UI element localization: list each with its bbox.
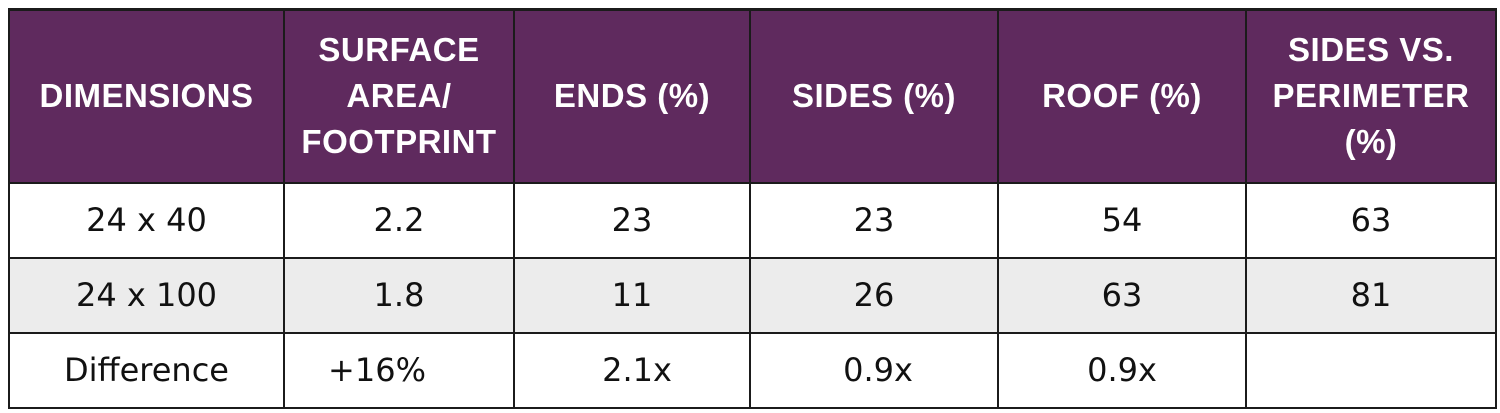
cell-ends: 11 [513, 256, 751, 334]
cell-dimensions: Difference [8, 331, 285, 409]
cell-surface-area: +16% [283, 331, 515, 409]
cell-dimensions: 24 x 40 [8, 181, 285, 259]
cell-ends: 23 [513, 181, 751, 259]
header-line: ROOF (%) [1042, 77, 1202, 115]
header-line: FOOTPRINT [301, 123, 497, 161]
header-line: (%) [1344, 123, 1398, 161]
header-line: SIDES VS. [1288, 31, 1454, 69]
header-line: PERIMETER [1272, 77, 1470, 115]
header-sides: SIDES (%) [749, 8, 999, 184]
cell-dimensions: 24 x 100 [8, 256, 285, 334]
header-dimensions: DIMENSIONS [8, 8, 285, 184]
cell-roof: 54 [997, 181, 1247, 259]
cell-sides-vs-perimeter: 81 [1245, 256, 1497, 334]
cell-roof: 0.9x [997, 331, 1247, 409]
cell-sides-vs-perimeter: 63 [1245, 181, 1497, 259]
cell-surface-area: 2.2 [283, 181, 515, 259]
cell-sides-vs-perimeter [1245, 331, 1497, 409]
header-roof: ROOF (%) [997, 8, 1247, 184]
comparison-table: DIMENSIONS SURFACE AREA/ FOOTPRINT ENDS … [8, 8, 1497, 409]
cell-surface-area: 1.8 [283, 256, 515, 334]
cell-sides: 23 [749, 181, 999, 259]
cell-sides: 0.9x [749, 331, 999, 409]
header-line: DIMENSIONS [39, 77, 254, 115]
table-row-difference: Difference +16% 2.1x 0.9x 0.9x [8, 331, 1497, 409]
table-row: 24 x 40 2.2 23 23 54 63 [8, 181, 1497, 259]
header-line: AREA/ [346, 77, 452, 115]
cell-sides: 26 [749, 256, 999, 334]
header-ends: ENDS (%) [513, 8, 751, 184]
cell-roof: 63 [997, 256, 1247, 334]
header-line: SIDES (%) [791, 77, 957, 115]
header-sides-vs-perimeter: SIDES VS. PERIMETER (%) [1245, 8, 1497, 184]
header-line: SURFACE [318, 31, 480, 69]
table-row: 24 x 100 1.8 11 26 63 81 [8, 256, 1497, 334]
cell-ends: 2.1x [513, 331, 751, 409]
header-row: DIMENSIONS SURFACE AREA/ FOOTPRINT ENDS … [8, 8, 1497, 184]
header-line: ENDS (%) [553, 77, 711, 115]
header-surface-area-footprint: SURFACE AREA/ FOOTPRINT [283, 8, 515, 184]
